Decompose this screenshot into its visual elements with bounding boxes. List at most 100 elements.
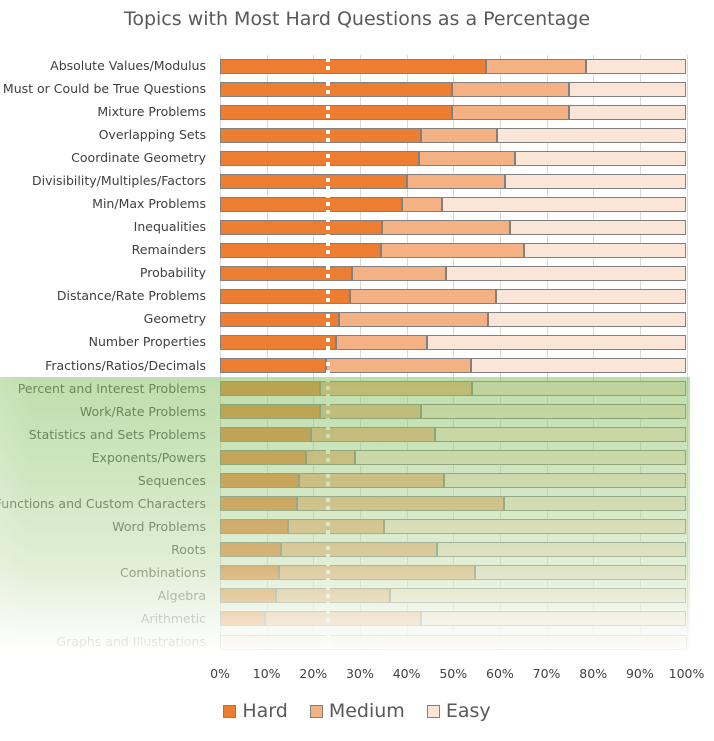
bar-hard: [220, 311, 340, 327]
bar-medium: [339, 311, 489, 327]
bar-easy: [444, 473, 687, 489]
legend-swatch-medium: [309, 704, 323, 718]
bar-easy: [504, 496, 687, 512]
bar-medium: [381, 242, 525, 258]
x-tick-label: 10%: [252, 666, 281, 681]
bar-hard: [220, 542, 282, 558]
category-label: Algebra: [157, 587, 206, 603]
bar-medium: [276, 588, 391, 604]
bar-medium: [281, 542, 438, 558]
bar-medium: [320, 404, 422, 420]
category-label: Word Problems: [112, 518, 206, 534]
legend-label-medium: Medium: [328, 700, 405, 722]
x-tick-label: 60%: [485, 666, 514, 681]
category-label: Divisibility/Multiples/Factors: [32, 173, 206, 189]
bar-easy: [446, 265, 687, 281]
bar-easy: [435, 427, 687, 443]
x-tick-label: 0%: [210, 666, 230, 681]
x-tick-label: 50%: [439, 666, 468, 681]
gridline: [686, 55, 688, 655]
bar-easy: [471, 358, 687, 374]
bar-easy: [427, 334, 687, 350]
bar-easy: [472, 381, 687, 397]
bar-medium: [320, 381, 473, 397]
bar-hard: [220, 196, 403, 212]
bar-easy: [515, 150, 687, 166]
bar-hard: [220, 127, 422, 143]
chart-title: Topics with Most Hard Questions as a Per…: [123, 8, 591, 30]
bar-hard: [220, 265, 353, 281]
gridline: [406, 55, 408, 655]
category-label: Functions and Custom Characters: [0, 495, 206, 511]
bar-hard: [220, 288, 351, 304]
category-label: Absolute Values/Modulus: [50, 58, 206, 73]
bar-easy: [496, 288, 687, 304]
gridline: [359, 55, 361, 655]
bar-medium: [279, 565, 476, 581]
legend-item-easy: Easy: [426, 700, 491, 722]
bar-hard: [220, 104, 453, 120]
x-tick-label: 100%: [668, 666, 705, 681]
category-label: Number Properties: [88, 334, 206, 350]
category-label: Graphs and Illustrations: [56, 634, 206, 649]
bar-medium: [419, 150, 516, 166]
bar-hard: [220, 58, 487, 74]
category-label: Distance/Rate Problems: [56, 288, 206, 304]
bar-medium: [486, 58, 587, 74]
category-label: Overlapping Sets: [98, 127, 206, 143]
bar-medium: [421, 127, 498, 143]
category-label: Coordinate Geometry: [71, 150, 206, 166]
category-label: Mixture Problems: [97, 104, 206, 120]
bar-hard: [220, 81, 453, 97]
bar-easy: [569, 104, 687, 120]
category-label: Work/Rate Problems: [79, 403, 206, 419]
bar-medium: [299, 473, 445, 489]
legend-item-medium: Medium: [309, 700, 405, 722]
legend-swatch-easy: [426, 704, 440, 718]
bar-hard: [220, 450, 307, 466]
category-label: Exponents/Powers: [91, 449, 206, 465]
bar-medium: [402, 196, 443, 212]
gridline: [546, 55, 548, 655]
bar-easy: [437, 542, 687, 558]
bar-hard: [220, 381, 321, 397]
bar-easy: [442, 196, 687, 212]
bar-medium: [407, 173, 506, 189]
category-label: Probability: [139, 265, 206, 281]
bar-medium: [350, 288, 497, 304]
bar-hard: [220, 565, 280, 581]
legend-label-easy: Easy: [445, 700, 491, 722]
bar-medium: [452, 81, 570, 97]
bar-medium: [452, 104, 570, 120]
category-label: Geometry: [143, 311, 206, 327]
category-label: Inequalities: [133, 219, 206, 235]
bar-medium: [288, 519, 385, 535]
category-label: Statistics and Sets Problems: [28, 426, 206, 442]
bar-hard: [220, 173, 408, 189]
x-tick-label: 40%: [392, 666, 421, 681]
bar-hard: [220, 496, 298, 512]
gridline: [453, 55, 455, 655]
bar-hard: [220, 404, 321, 420]
bar-hard: [220, 150, 420, 166]
bar-medium: [326, 358, 472, 374]
gridline: [313, 55, 315, 655]
category-label: Remainders: [131, 242, 206, 258]
gridline: [220, 55, 221, 655]
bar-medium: [352, 265, 447, 281]
bar-easy: [355, 450, 687, 466]
category-label: Combinations: [120, 564, 206, 580]
legend-item-hard: Hard: [223, 700, 288, 722]
bar-hard: [220, 588, 277, 604]
category-label: Min/Max Problems: [92, 196, 206, 212]
x-tick-label: 20%: [299, 666, 328, 681]
bar-easy: [510, 219, 687, 235]
gridline: [499, 55, 501, 655]
category-label: Must or Could be True Questions: [2, 81, 206, 97]
bar-easy: [220, 634, 687, 650]
category-label: Roots: [171, 541, 206, 557]
bar-hard: [220, 219, 383, 235]
bar-hard: [220, 519, 289, 535]
